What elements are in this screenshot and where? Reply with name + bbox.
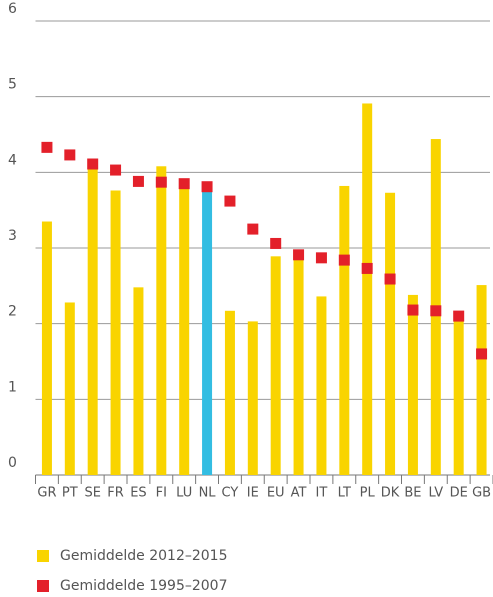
marker <box>110 164 122 176</box>
x-tick-label: GR <box>37 486 56 501</box>
x-tick-label: FI <box>156 486 167 501</box>
x-tick-label: IT <box>316 486 328 501</box>
bar <box>362 103 373 475</box>
bar <box>270 256 281 475</box>
bar <box>110 190 121 475</box>
x-tick-label: AT <box>291 486 307 501</box>
marker <box>201 181 213 193</box>
bar <box>316 296 327 475</box>
x-tick-label: FR <box>107 486 124 501</box>
bar <box>339 185 350 475</box>
marker <box>315 252 327 264</box>
x-tick-label: GB <box>472 486 491 501</box>
x-tick-label: DK <box>381 486 400 501</box>
bar <box>453 319 464 475</box>
marker <box>407 304 419 316</box>
x-tick-label: SE <box>84 486 100 501</box>
marker <box>270 237 282 249</box>
marker <box>41 141 53 153</box>
bar <box>179 183 190 475</box>
y-tick-label: 0 <box>8 455 17 471</box>
marker <box>132 175 144 187</box>
marker <box>178 178 190 190</box>
legend-swatch <box>37 550 49 562</box>
marker <box>87 158 99 170</box>
y-tick-label: 4 <box>8 152 17 168</box>
bar <box>87 168 98 476</box>
marker <box>247 223 259 235</box>
marker <box>384 273 396 285</box>
marker <box>224 195 236 207</box>
bar <box>64 302 75 475</box>
bar <box>156 166 167 475</box>
x-tick-label: ES <box>130 486 146 501</box>
x-tick-label: LV <box>428 486 443 501</box>
y-tick-label: 2 <box>8 304 17 320</box>
x-tick-label: LU <box>176 486 192 501</box>
x-tick-label: IE <box>247 486 259 501</box>
x-tick-label: DE <box>450 486 468 501</box>
marker <box>338 254 350 266</box>
x-tick-label: CY <box>222 486 239 501</box>
legend-label: Gemiddelde 2012–2015 <box>60 548 227 564</box>
bar <box>476 285 487 475</box>
marker <box>64 149 76 161</box>
bar <box>224 310 235 475</box>
x-tick-label: BE <box>404 486 421 501</box>
marker <box>155 176 167 188</box>
y-tick-label: 3 <box>8 228 17 244</box>
marker <box>430 305 442 317</box>
x-tick-label: EU <box>267 486 285 501</box>
marker <box>453 310 465 322</box>
bar <box>41 221 52 475</box>
bar <box>247 321 258 475</box>
bar <box>385 192 396 475</box>
marker <box>293 249 305 261</box>
bar <box>202 190 213 475</box>
bar <box>407 294 418 475</box>
x-tick-label: NL <box>199 486 217 501</box>
marker <box>361 262 373 274</box>
legend-label: Gemiddelde 1995–2007 <box>60 578 227 594</box>
bar <box>293 257 304 475</box>
bar <box>133 287 144 475</box>
marker <box>476 348 488 360</box>
x-tick-label: LT <box>338 486 351 501</box>
y-tick-label: 5 <box>8 77 17 93</box>
y-tick-label: 6 <box>8 1 17 17</box>
y-tick-label: 1 <box>8 379 17 395</box>
legend-swatch <box>37 580 49 592</box>
x-tick-label: PL <box>360 486 376 501</box>
x-tick-label: PT <box>62 486 78 501</box>
